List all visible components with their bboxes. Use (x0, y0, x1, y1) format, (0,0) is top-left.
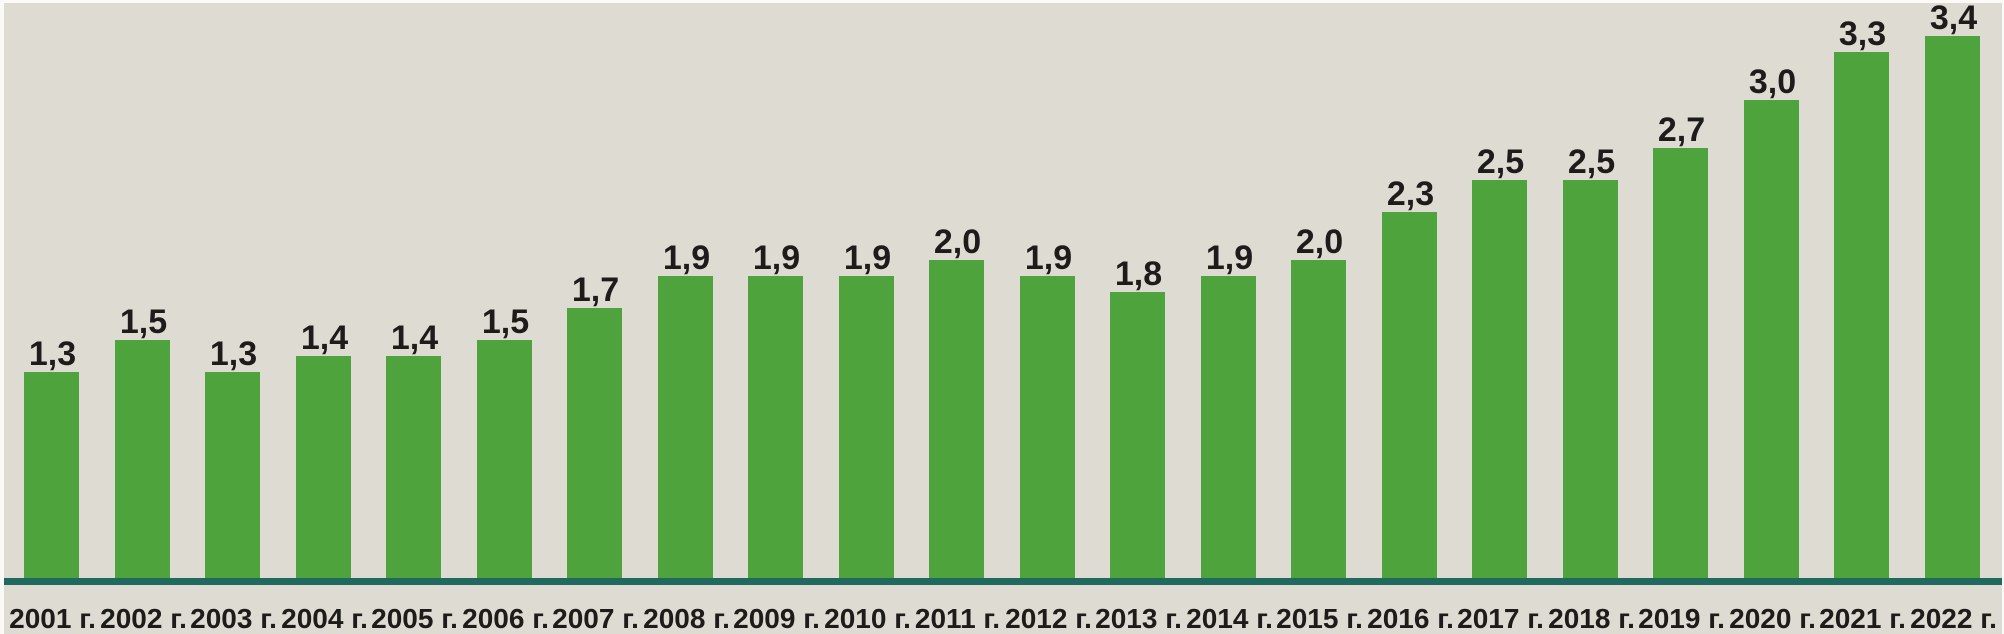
bar-value-label-2021: 3,3 (1838, 15, 1887, 53)
bar-2005 (386, 356, 441, 580)
bar-2007 (567, 308, 622, 580)
bar-2015 (1291, 260, 1346, 580)
x-axis-tick-label-2009: 2009 г. (733, 603, 820, 634)
bar-2001 (24, 372, 79, 580)
x-axis-tick-label-2003: 2003 г. (190, 603, 277, 634)
x-axis-tick-label-2016: 2016 г. (1367, 603, 1454, 634)
bar-2013 (1110, 292, 1165, 580)
x-axis-tick-label-2015: 2015 г. (1276, 603, 1363, 634)
x-axis-tick-label-2019: 2019 г. (1638, 603, 1725, 634)
x-axis-tick-label-2005: 2005 г. (371, 603, 458, 634)
bar-2008 (658, 276, 713, 580)
bar-value-label-2009: 1,9 (752, 239, 801, 277)
x-axis-tick-label-2013: 2013 г. (1095, 603, 1182, 634)
bar-2014 (1201, 276, 1256, 580)
bar-value-label-2022: 3,4 (1929, 0, 1978, 37)
bar-value-label-2004: 1,4 (300, 319, 349, 357)
bar-2017 (1472, 180, 1527, 580)
bar-value-label-2012: 1,9 (1024, 239, 1073, 277)
bar-2022 (1925, 36, 1980, 580)
x-axis-tick-label-2002: 2002 г. (100, 603, 187, 634)
bar-value-label-2005: 1,4 (390, 319, 439, 357)
x-axis-tick-label-2006: 2006 г. (462, 603, 549, 634)
bar-value-label-2017: 2,5 (1476, 143, 1525, 181)
bar-value-label-2006: 1,5 (481, 303, 530, 341)
bar-2009 (748, 276, 803, 580)
bar-2010 (839, 276, 894, 580)
bar-value-label-2003: 1,3 (209, 335, 258, 373)
bar-2020 (1744, 100, 1799, 580)
bar-value-label-2014: 1,9 (1205, 239, 1254, 277)
bar-value-label-2016: 2,3 (1386, 175, 1435, 213)
bar-2021 (1834, 52, 1889, 580)
x-axis-tick-label-2018: 2018 г. (1548, 603, 1635, 634)
bar-2003 (205, 372, 260, 580)
x-axis-tick-label-2007: 2007 г. (552, 603, 639, 634)
bar-value-label-2018: 2,5 (1567, 143, 1616, 181)
bar-2016 (1382, 212, 1437, 580)
x-axis-tick-label-2011: 2011 г. (914, 603, 1001, 634)
bar-2002 (115, 340, 170, 580)
bar-2019 (1653, 148, 1708, 580)
bar-2012 (1020, 276, 1075, 580)
bar-value-label-2020: 3,0 (1748, 63, 1797, 101)
x-axis-tick-label-2008: 2008 г. (643, 603, 730, 634)
bar-value-label-2011: 2,0 (933, 223, 982, 261)
bar-value-label-2013: 1,8 (1114, 255, 1163, 293)
x-axis-tick-label-2010: 2010 г. (824, 603, 911, 634)
bar-value-label-2015: 2,0 (1295, 223, 1344, 261)
x-axis-tick-label-2021: 2021 г. (1819, 603, 1906, 634)
bar-2018 (1563, 180, 1618, 580)
x-axis-tick-label-2004: 2004 г. (281, 603, 368, 634)
bar-value-label-2001: 1,3 (28, 335, 77, 373)
bar-value-label-2007: 1,7 (571, 271, 620, 309)
plot-area: 1,3 2001 г. 1,5 2002 г. 1,3 2003 г. 1,4 2004 г.… (4, 0, 2002, 634)
bar-value-label-2010: 1,9 (843, 239, 892, 277)
x-axis-tick-label-2001: 2001 г. (9, 603, 96, 634)
x-axis-tick-label-2020: 2020 г. (1729, 603, 1816, 634)
x-axis-tick-label-2017: 2017 г. (1457, 603, 1544, 634)
bar-value-label-2019: 2,7 (1657, 111, 1706, 149)
x-axis-tick-label-2014: 2014 г. (1186, 603, 1273, 634)
x-axis-line (4, 578, 2002, 585)
bar-value-label-2008: 1,9 (662, 239, 711, 277)
bar-2006 (477, 340, 532, 580)
x-axis-tick-label-2012: 2012 г. (1005, 603, 1092, 634)
bar-2011 (929, 260, 984, 580)
bar-value-label-2002: 1,5 (119, 303, 168, 341)
bar-2004 (296, 356, 351, 580)
x-axis-tick-label-2022: 2022 г. (1910, 603, 1997, 634)
